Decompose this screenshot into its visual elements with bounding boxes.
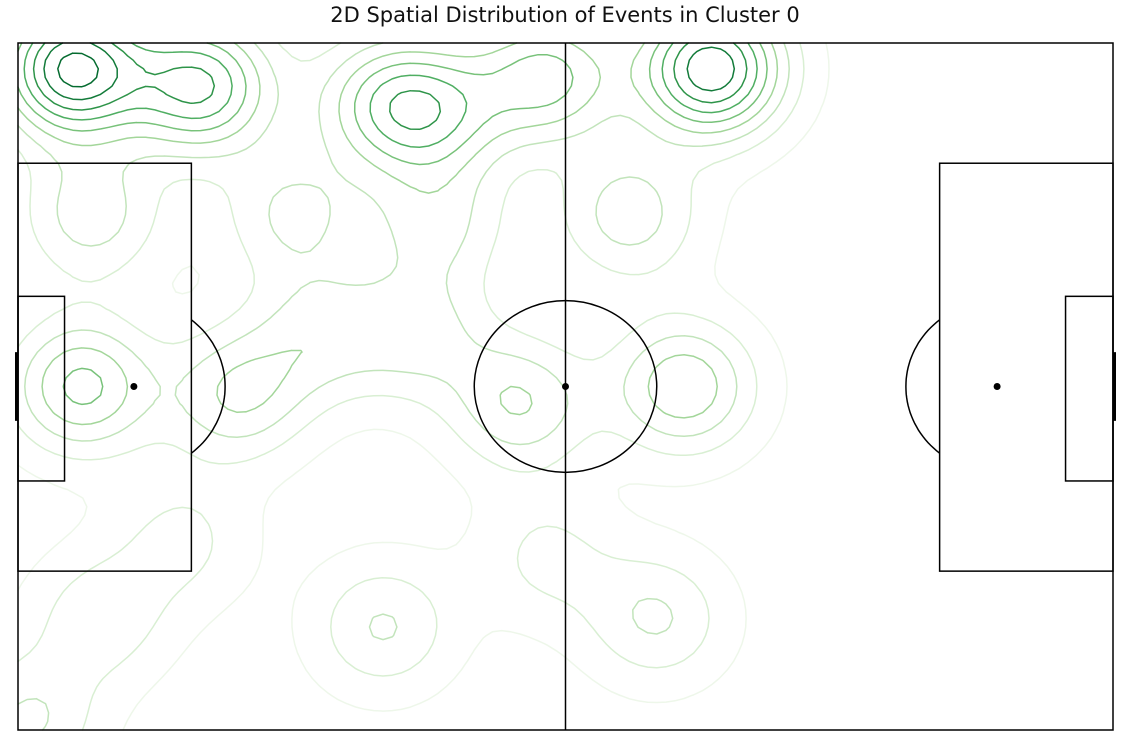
chart-title: 2D Spatial Distribution of Events in Clu… bbox=[330, 3, 800, 27]
contour-level-5 bbox=[23, 42, 758, 149]
right-penalty-box bbox=[938, 162, 1114, 572]
contour-level-7 bbox=[43, 42, 736, 101]
contour-level-8 bbox=[57, 52, 100, 88]
contour-level-6 bbox=[32, 42, 748, 131]
left-goal bbox=[15, 352, 18, 421]
contour-level-4 bbox=[17, 42, 768, 406]
left-penalty-arc bbox=[190, 319, 226, 454]
pitch-markings bbox=[15, 42, 1116, 731]
center-spot bbox=[562, 383, 569, 390]
right-penalty-spot bbox=[993, 383, 1001, 390]
right-six-yard-box bbox=[1064, 295, 1114, 482]
contour-level-2 bbox=[17, 42, 790, 731]
right-penalty-arc bbox=[905, 319, 941, 454]
right-goal bbox=[1113, 352, 1116, 421]
left-penalty-box bbox=[17, 162, 193, 572]
center-circle bbox=[473, 299, 658, 474]
density-contours bbox=[17, 42, 830, 731]
contour-level-0 bbox=[17, 42, 830, 731]
left-penalty-spot bbox=[130, 383, 138, 390]
contour-level-1 bbox=[17, 42, 805, 731]
contour-level-3 bbox=[17, 42, 779, 426]
